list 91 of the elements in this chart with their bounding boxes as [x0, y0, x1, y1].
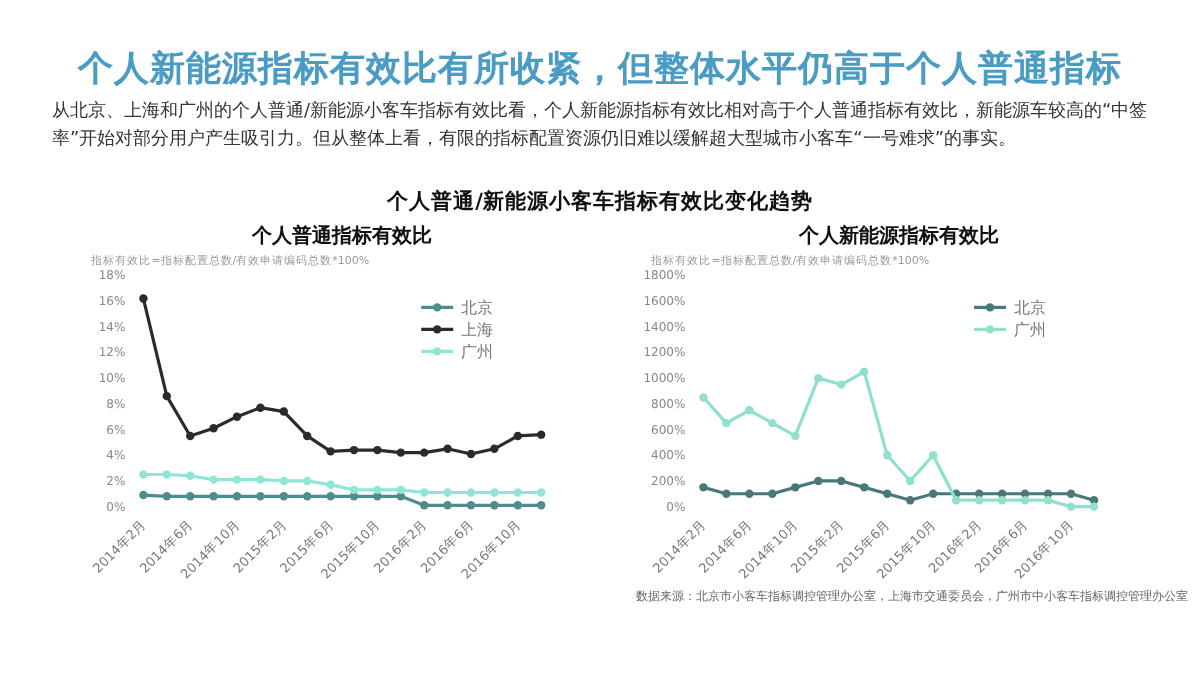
text: 个人新能源指标有效比有所收紧，但整体水平仍高于个人普通指标: [76, 48, 1122, 90]
point: [814, 373, 823, 383]
point: [513, 431, 522, 441]
point: [490, 488, 499, 497]
point: [905, 476, 915, 486]
point: [745, 406, 754, 415]
point: [905, 495, 915, 505]
point: [326, 447, 335, 456]
point: [513, 501, 522, 510]
chart-title: 个人新能源指标有效比: [796, 224, 999, 248]
point: [303, 431, 312, 441]
point: [349, 485, 359, 495]
point: [1066, 489, 1076, 498]
point: [791, 431, 800, 441]
point: [466, 449, 476, 459]
point: [537, 430, 546, 439]
point: [837, 380, 846, 389]
point: [209, 475, 218, 484]
point: [928, 451, 938, 460]
point: [466, 488, 476, 497]
point: [420, 448, 429, 457]
point: [883, 489, 892, 498]
point: [279, 407, 288, 416]
point: [860, 483, 869, 492]
point: [974, 495, 984, 505]
point: [745, 489, 754, 498]
legend-label: 广州: [1014, 321, 1046, 340]
point: [232, 475, 242, 484]
point: [186, 492, 195, 501]
point: [232, 412, 242, 421]
point: [1043, 495, 1053, 505]
point: [396, 448, 405, 457]
point: [373, 485, 382, 495]
point: [162, 391, 171, 401]
legend-label: 广州: [461, 343, 494, 362]
point: [303, 476, 312, 486]
point: [443, 501, 452, 510]
point: [139, 490, 148, 500]
point: [1089, 502, 1099, 511]
point: [699, 483, 708, 492]
point: [303, 492, 312, 501]
point: [951, 495, 961, 505]
point: [279, 492, 288, 501]
point: [139, 470, 148, 479]
point: [883, 451, 892, 460]
point: [162, 470, 171, 479]
point: [256, 492, 265, 501]
point: [814, 476, 823, 486]
point: [791, 483, 800, 492]
point: [349, 445, 359, 455]
point: [186, 431, 195, 441]
legend-label: 北京: [1014, 299, 1046, 318]
point: [209, 424, 218, 433]
point: [768, 489, 777, 498]
point: [466, 501, 476, 510]
point: [256, 475, 265, 484]
point: [837, 476, 846, 486]
point: [699, 393, 708, 402]
point: [186, 471, 195, 480]
point: [1020, 495, 1030, 505]
point: [997, 495, 1007, 505]
point: [537, 488, 546, 497]
point: [279, 476, 288, 486]
point: [209, 492, 218, 501]
point: [396, 485, 405, 495]
chart-title: 个人普通指标有效比: [250, 224, 433, 248]
point: [232, 492, 242, 501]
point: [256, 403, 265, 412]
point: [860, 367, 869, 376]
point: [373, 445, 382, 455]
legend-label: 上海: [461, 321, 494, 340]
point: [490, 501, 499, 510]
point: [928, 489, 938, 498]
point: [326, 480, 335, 489]
point: [139, 294, 148, 303]
point: [443, 444, 452, 453]
point: [490, 444, 499, 453]
point: [722, 489, 731, 498]
point: [162, 492, 171, 501]
point: [326, 492, 335, 501]
legend-label: 北京: [461, 299, 494, 318]
point: [722, 418, 731, 428]
point: [768, 418, 777, 428]
text: 从北京、上海和广州的个人普通/新能源小客车指标有效比看，个人新能源指标有效比相对高于个人普通指标有效比，新能源车较高的“中签率”开始对部分用户产生吸引力。但从整体上看，有限的指标配置资源仍旧难以缓解超大型城市小客车“一号难求”的事实。: [52, 98, 1150, 154]
point: [537, 501, 546, 510]
point: [513, 488, 522, 497]
point: [420, 501, 429, 510]
point: [1066, 502, 1076, 511]
text: 个人普通/新能源小客车指标有效比变化趋势: [385, 188, 813, 214]
point: [443, 488, 452, 497]
point: [420, 488, 429, 497]
